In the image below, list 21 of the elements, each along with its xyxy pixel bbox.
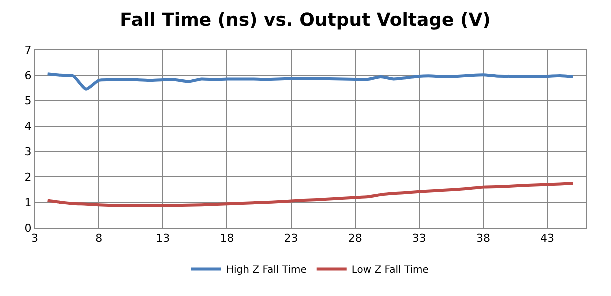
x-tick-label: 8	[96, 232, 103, 246]
x-tick-label: 28	[348, 232, 362, 246]
y-tick-label: 6	[24, 69, 32, 82]
y-tick-label: 2	[24, 170, 32, 184]
x-tick-label: 23	[284, 232, 298, 246]
chart-title: Fall Time (ns) vs. Output Voltage (V)	[120, 10, 491, 31]
y-tick-label: 0	[24, 222, 32, 235]
x-tick-label: 43	[540, 232, 555, 246]
y-tick-label: 4	[24, 120, 32, 134]
y-tick-label: 5	[24, 94, 32, 108]
legend-label: Low Z Fall Time	[352, 265, 429, 276]
x-tick-label: 33	[412, 232, 426, 246]
y-tick-label: 3	[24, 146, 32, 159]
line-series	[46, 182, 575, 208]
x-tick-label: 13	[156, 232, 170, 246]
x-tick-label: 18	[220, 232, 234, 246]
line-series	[46, 72, 575, 91]
x-tick-label: 38	[476, 232, 490, 246]
y-tick-label: 7	[24, 44, 32, 57]
y-tick-label: 1	[24, 196, 32, 210]
legend-label: High Z Fall Time	[226, 265, 307, 276]
